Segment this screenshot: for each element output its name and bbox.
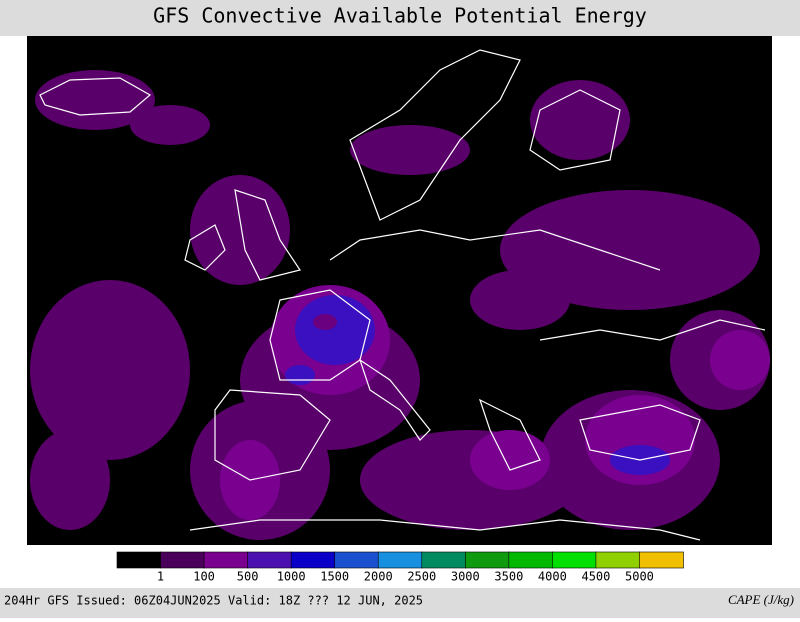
colorbar-segment xyxy=(595,551,641,569)
colorbar-segment xyxy=(421,551,467,569)
colorbar-label: 100 xyxy=(193,570,215,584)
colorbar-label: 2000 xyxy=(364,570,393,584)
colorbar-label: 2500 xyxy=(407,570,436,584)
colorbar-segment xyxy=(160,551,205,569)
colorbar-label: 3000 xyxy=(451,570,480,584)
colorbar-segment xyxy=(290,551,336,569)
colorbar-segment xyxy=(247,551,292,569)
footer-right: CAPE (J/kg) xyxy=(728,592,794,607)
colorbar-segment xyxy=(334,551,380,569)
coastlines xyxy=(39,49,766,541)
colorbar-label: 1 xyxy=(157,570,164,584)
cape-core xyxy=(313,314,337,330)
colorbar-segment xyxy=(116,551,162,569)
colorbar-segment xyxy=(203,551,249,569)
colorbar-label: 1000 xyxy=(277,570,306,584)
colorbar-segment xyxy=(465,551,510,569)
colorbar-label: 4500 xyxy=(581,570,610,584)
title: GFS Convective Available Potential Energ… xyxy=(153,4,647,28)
footer-left: 204Hr GFS Issued: 06Z04JUN2025 Valid: 18… xyxy=(4,594,423,608)
colorbar-label: 5000 xyxy=(625,570,654,584)
colorbar-segment xyxy=(552,551,597,569)
colorbar-segment xyxy=(377,551,423,569)
colorbar-label: 4000 xyxy=(538,570,567,584)
colorbar: 1 100 500 1000 1500 2000 2500 3000 3500 4000 4500 5… xyxy=(116,551,684,584)
colorbar-segment xyxy=(639,551,684,569)
colorbar-label: 3500 xyxy=(494,570,523,584)
colorbar-segment xyxy=(508,551,554,569)
colorbar-label: 500 xyxy=(237,570,259,584)
map xyxy=(27,36,772,545)
colorbar-label: 1500 xyxy=(320,570,349,584)
footer-bar xyxy=(0,588,800,618)
title-bar xyxy=(0,0,800,36)
